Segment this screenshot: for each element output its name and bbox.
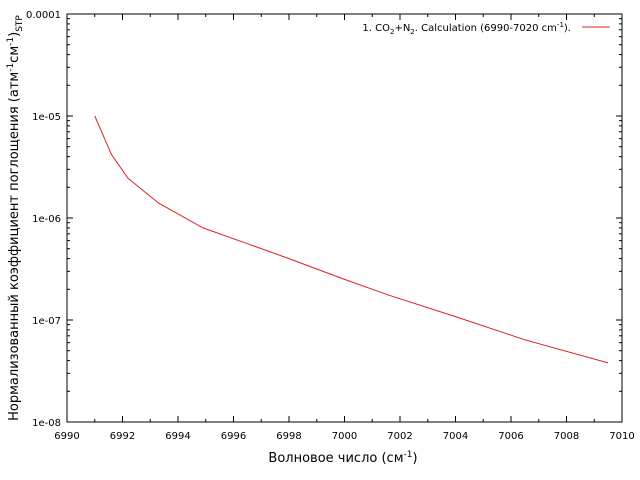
x-tick-label: 6996 bbox=[221, 431, 246, 442]
x-tick-label: 7004 bbox=[443, 431, 468, 442]
y-tick-label: 1e-06 bbox=[32, 214, 61, 225]
x-tick-label: 7008 bbox=[554, 431, 579, 442]
y-axis-title: Нормализованный коэффициент поглощения (… bbox=[6, 15, 25, 421]
y-tick-label: 1e-07 bbox=[32, 316, 61, 327]
y-tick-label: 0.0001 bbox=[26, 10, 61, 21]
tick-label-group: 6990 6992 6994 6996 6998 7000 7002 7004 7006 7008… bbox=[26, 10, 635, 442]
x-tick-label: 6994 bbox=[165, 431, 190, 442]
plot-frame bbox=[66, 13, 623, 423]
legend: 1. CO2+N2. Calculation (6990-7020 cm-1). bbox=[362, 21, 610, 36]
x-tick-label: 6990 bbox=[54, 431, 79, 442]
x-tick-label: 7010 bbox=[609, 431, 634, 442]
x-tick-label: 7002 bbox=[387, 431, 412, 442]
y-tick-label: 1e-05 bbox=[32, 112, 61, 123]
tick-group bbox=[66, 13, 623, 423]
x-axis-title: Волновое число (см-1) bbox=[268, 450, 417, 466]
x-tick-label: 7000 bbox=[332, 431, 357, 442]
x-tick-label: 7006 bbox=[498, 431, 523, 442]
x-tick-label: 6992 bbox=[110, 431, 135, 442]
y-tick-label: 1e-08 bbox=[32, 418, 61, 429]
x-tick-label: 6998 bbox=[276, 431, 301, 442]
series-line-co2-n2 bbox=[94, 115, 609, 364]
legend-entry-label: 1. CO2+N2. Calculation (6990-7020 cm-1). bbox=[362, 21, 571, 36]
